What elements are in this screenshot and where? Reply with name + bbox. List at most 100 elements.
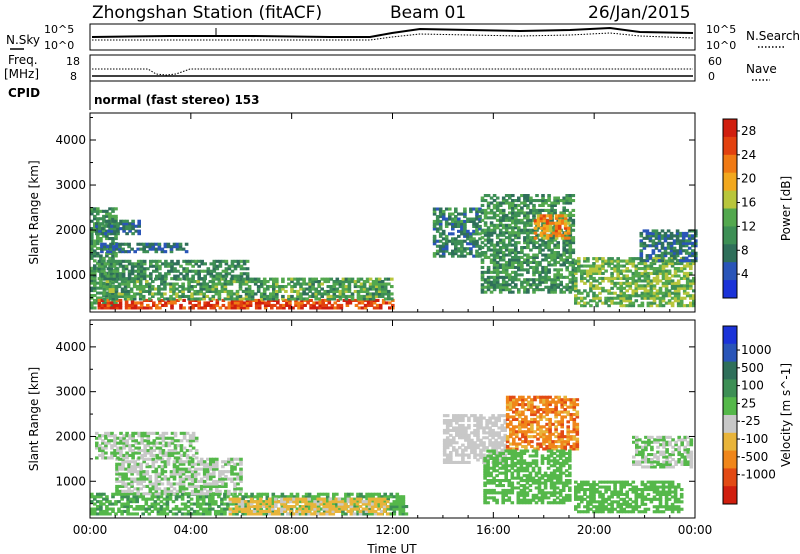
echo-cell (657, 259, 662, 263)
echo-cell (179, 446, 184, 450)
echo-cell (539, 219, 544, 223)
echo-cell (666, 251, 671, 255)
echo-cell (236, 457, 240, 461)
echo-cell (550, 258, 554, 262)
echo-cell (692, 304, 696, 308)
echo-cell (554, 214, 559, 218)
echo-cell (209, 465, 213, 469)
echo-cell (120, 492, 124, 496)
echo-cell (571, 221, 576, 225)
echo-cell (359, 287, 364, 291)
echo-cell (562, 285, 566, 289)
echo-cell (657, 239, 662, 243)
echo-cell (535, 263, 539, 267)
echo-cell (131, 436, 135, 440)
echo-cell (467, 441, 471, 445)
echo-cell (375, 306, 380, 310)
echo-cell (601, 267, 605, 271)
echo-cell (475, 227, 479, 231)
echo-cell (542, 216, 547, 220)
echo-cell (192, 512, 197, 516)
echo-cell (291, 306, 295, 310)
echo-cell (191, 436, 196, 440)
echo-cell (622, 291, 626, 295)
echo-cell (136, 259, 141, 263)
echo-cell (382, 502, 387, 506)
echo-cell (181, 477, 186, 481)
echo-cell (102, 287, 107, 291)
echo-cell (571, 218, 576, 222)
echo-cell (139, 467, 143, 471)
echo-cell (105, 296, 109, 300)
echo-cell (553, 208, 557, 212)
echo-cell (160, 470, 165, 474)
echo-cell (202, 484, 207, 488)
echo-cell (223, 282, 228, 286)
echo-cell (658, 286, 663, 290)
echo-cell (478, 252, 482, 256)
echo-cell (438, 207, 443, 211)
echo-cell (472, 244, 476, 248)
echo-cell (160, 292, 164, 296)
echo-cell (201, 502, 206, 506)
echo-cell (661, 269, 666, 273)
echo-cell (640, 304, 645, 308)
echo-cell (350, 280, 355, 284)
echo-cell (435, 239, 440, 243)
echo-cell (526, 211, 530, 215)
echo-cell (652, 296, 657, 300)
echo-cell (389, 492, 394, 496)
echo-cell (619, 286, 623, 290)
echo-cell (312, 303, 316, 307)
echo-cell (196, 489, 201, 493)
echo-cell (646, 289, 651, 293)
echo-cell (191, 274, 195, 278)
echo-cell (173, 444, 178, 448)
echo-cell (108, 256, 112, 260)
echo-cell (104, 451, 108, 455)
echo-cell (250, 294, 255, 298)
echo-cell (239, 472, 243, 476)
echo-cell (186, 495, 191, 499)
echo-cell (461, 443, 465, 447)
echo-cell (145, 465, 150, 469)
echo-cell (105, 287, 110, 291)
echo-cell (103, 242, 107, 246)
echo-cell (438, 247, 443, 251)
echo-cell (359, 294, 364, 298)
echo-cell (601, 264, 605, 268)
echo-cell (489, 231, 494, 235)
echo-cell (463, 207, 467, 211)
echo-cell (220, 497, 224, 501)
echo-cell (307, 495, 312, 499)
echo-cell (544, 258, 548, 262)
echo-cell (311, 292, 315, 296)
echo-cell (676, 262, 681, 266)
echo-cell (511, 263, 515, 267)
echo-cell (154, 487, 159, 491)
echo-cell (121, 267, 126, 271)
echo-cell (589, 269, 593, 273)
echo-cell (166, 487, 171, 491)
echo-region (574, 257, 696, 308)
echo-cell (329, 287, 334, 291)
echo-cell (613, 269, 617, 273)
echo-cell (93, 244, 97, 248)
echo-cell (655, 276, 660, 280)
echo-cell (211, 495, 215, 499)
echo-cell (544, 280, 548, 284)
echo-cell (202, 294, 206, 298)
echo-cell (184, 460, 189, 464)
echo-cell (495, 233, 500, 237)
echo-cell (646, 291, 651, 295)
echo-cell (316, 512, 320, 516)
y-tick-label: 2000 (55, 223, 86, 237)
echo-cell (200, 306, 204, 310)
echo-cell (182, 306, 186, 310)
echo-cell (529, 223, 533, 227)
echo-cell (598, 291, 602, 295)
echo-cell (348, 301, 353, 305)
echo-cell (562, 275, 566, 279)
echo-cell (248, 303, 253, 307)
echo-cell (206, 472, 210, 476)
